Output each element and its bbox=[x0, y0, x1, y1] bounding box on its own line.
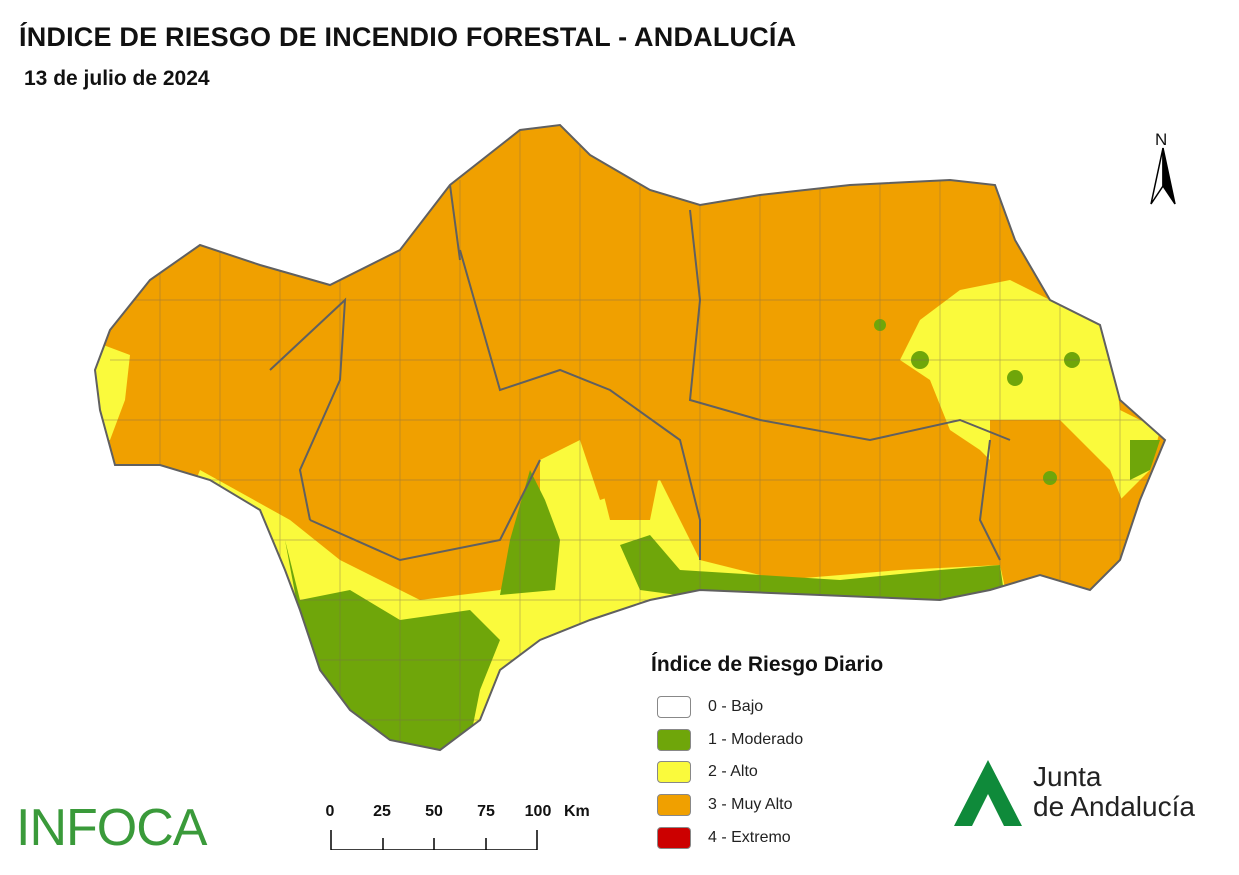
legend-title: Índice de Riesgo Diario bbox=[651, 653, 884, 676]
area-moderado-spot4 bbox=[1043, 471, 1057, 485]
area-moderado-almeria bbox=[1130, 440, 1160, 480]
legend-item-muy-alto: 3 - Muy Alto bbox=[657, 792, 792, 818]
area-alto-east bbox=[900, 280, 1160, 500]
andalucia-outline bbox=[93, 123, 1167, 752]
north-label: N bbox=[1155, 130, 1168, 149]
legend-item-extremo: 4 - Extremo bbox=[657, 825, 791, 851]
north-arrow-icon bbox=[1150, 147, 1176, 205]
legend-item-bajo: 0 - Bajo bbox=[657, 694, 763, 720]
legend-label-alto: 2 - Alto bbox=[708, 763, 758, 780]
area-moderado-cadiz bbox=[285, 540, 500, 750]
scale-tick-75: 75 bbox=[477, 803, 495, 820]
legend-swatch-bajo bbox=[657, 696, 691, 718]
scale-bar: 0 25 50 75 100 Km bbox=[318, 800, 590, 860]
legend-swatch-moderado bbox=[657, 729, 691, 751]
junta-andalucia-logo-icon bbox=[954, 760, 1022, 826]
province-boundaries bbox=[269, 184, 1011, 562]
legend-item-moderado: 1 - Moderado bbox=[657, 727, 803, 753]
scale-bar-ruler bbox=[330, 830, 538, 850]
scale-tick-100: 100 bbox=[524, 803, 552, 820]
area-moderado-coast bbox=[620, 535, 1005, 605]
legend-label-moderado: 1 - Moderado bbox=[708, 731, 804, 748]
area-muy-alto-sierra bbox=[600, 470, 660, 520]
legend-label-extremo: 4 - Extremo bbox=[708, 829, 791, 846]
legend-label-bajo: 0 - Bajo bbox=[708, 698, 764, 715]
risk-areas bbox=[95, 125, 1165, 750]
legend-swatch-muy-alto bbox=[657, 794, 691, 816]
scale-tick-0: 0 bbox=[325, 803, 335, 820]
area-moderado-ronda bbox=[500, 470, 560, 595]
legend-swatch-alto bbox=[657, 761, 691, 783]
map-title: ÍNDICE DE RIESGO DE INCENDIO FORESTAL - … bbox=[19, 22, 797, 52]
junta-line2: de Andalucía bbox=[1033, 791, 1195, 822]
scale-tick-25: 25 bbox=[373, 803, 391, 820]
junta-andalucia-text: Junta de Andalucía bbox=[1033, 762, 1195, 822]
map-date: 13 de julio de 2024 bbox=[24, 67, 210, 90]
junta-line1: Junta bbox=[1033, 761, 1102, 792]
legend-item-alto: 2 - Alto bbox=[657, 759, 758, 785]
legend-swatch-extremo bbox=[657, 827, 691, 849]
scale-unit: Km bbox=[564, 803, 590, 820]
legend-label-muy-alto: 3 - Muy Alto bbox=[708, 796, 793, 813]
infoca-logo: INFOCA bbox=[16, 799, 207, 857]
area-moderado-spot2 bbox=[1007, 370, 1023, 386]
scale-tick-50: 50 bbox=[425, 803, 443, 820]
